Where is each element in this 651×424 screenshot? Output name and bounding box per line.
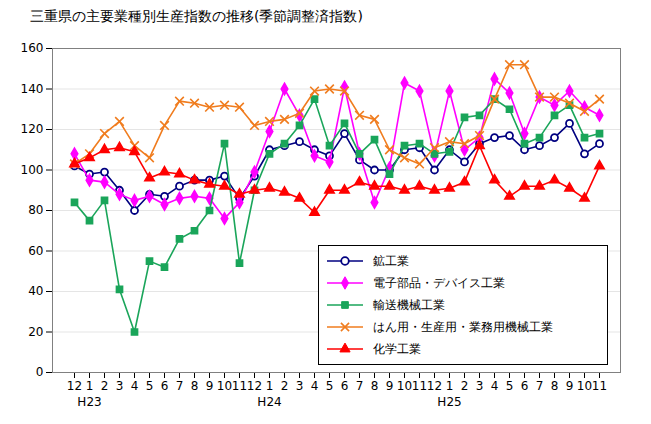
html-text:鉱工業: 鉱工業 — [373, 253, 409, 268]
html-text:はん用・生産用・業務用機械工業: はん用・生産用・業務用機械工業 — [373, 319, 553, 334]
svg-text:2: 2 — [461, 379, 469, 393]
svg-text:1: 1 — [86, 379, 94, 393]
svg-text:9: 9 — [206, 379, 214, 393]
svg-text:2: 2 — [281, 379, 289, 393]
svg-text:7: 7 — [536, 379, 544, 393]
svg-text:140: 140 — [21, 82, 44, 96]
svg-text:20: 20 — [28, 325, 43, 339]
html-text:三重県の主要業種別生産指数の推移(季節調整済指数): 三重県の主要業種別生産指数の推移(季節調整済指数) — [30, 8, 363, 24]
svg-text:100: 100 — [21, 163, 44, 177]
html-text:化学工業: 化学工業 — [373, 341, 421, 356]
svg-text:8: 8 — [551, 379, 559, 393]
svg-text:7: 7 — [356, 379, 364, 393]
svg-text:5: 5 — [506, 379, 514, 393]
svg-text:5: 5 — [326, 379, 334, 393]
svg-text:5: 5 — [146, 379, 154, 393]
svg-text:4: 4 — [311, 379, 319, 393]
svg-text:3: 3 — [116, 379, 124, 393]
svg-text:8: 8 — [371, 379, 379, 393]
svg-text:7: 7 — [176, 379, 184, 393]
svg-text:H25: H25 — [437, 395, 461, 409]
html-text:電子部品・デバイス工業: 電子部品・デバイス工業 — [373, 275, 505, 290]
svg-text:4: 4 — [491, 379, 499, 393]
svg-text:11: 11 — [412, 379, 427, 393]
svg-text:1: 1 — [446, 379, 454, 393]
svg-text:11: 11 — [232, 379, 247, 393]
svg-text:3: 3 — [476, 379, 484, 393]
svg-text:10: 10 — [217, 379, 232, 393]
svg-text:6: 6 — [341, 379, 349, 393]
svg-text:12: 12 — [427, 379, 442, 393]
svg-text:4: 4 — [131, 379, 139, 393]
svg-text:80: 80 — [28, 203, 43, 217]
svg-text:H23: H23 — [77, 395, 101, 409]
svg-text:12: 12 — [67, 379, 82, 393]
svg-text:9: 9 — [566, 379, 574, 393]
svg-text:6: 6 — [161, 379, 169, 393]
svg-text:H24: H24 — [257, 395, 281, 409]
html-text:輸送機械工業: 輸送機械工業 — [373, 297, 445, 312]
svg-text:120: 120 — [21, 122, 44, 136]
svg-text:40: 40 — [28, 284, 43, 298]
svg-text:6: 6 — [521, 379, 529, 393]
svg-text:1: 1 — [266, 379, 274, 393]
svg-text:11: 11 — [592, 379, 607, 393]
svg-text:10: 10 — [397, 379, 412, 393]
svg-text:2: 2 — [101, 379, 109, 393]
html-text:H22＝100: H22＝100 — [580, 29, 635, 42]
svg-text:0: 0 — [36, 365, 44, 379]
svg-text:3: 3 — [296, 379, 304, 393]
svg-text:12: 12 — [247, 379, 262, 393]
svg-text:60: 60 — [28, 244, 43, 258]
svg-text:10: 10 — [577, 379, 592, 393]
svg-text:160: 160 — [21, 41, 44, 55]
svg-text:9: 9 — [386, 379, 394, 393]
svg-text:8: 8 — [191, 379, 199, 393]
